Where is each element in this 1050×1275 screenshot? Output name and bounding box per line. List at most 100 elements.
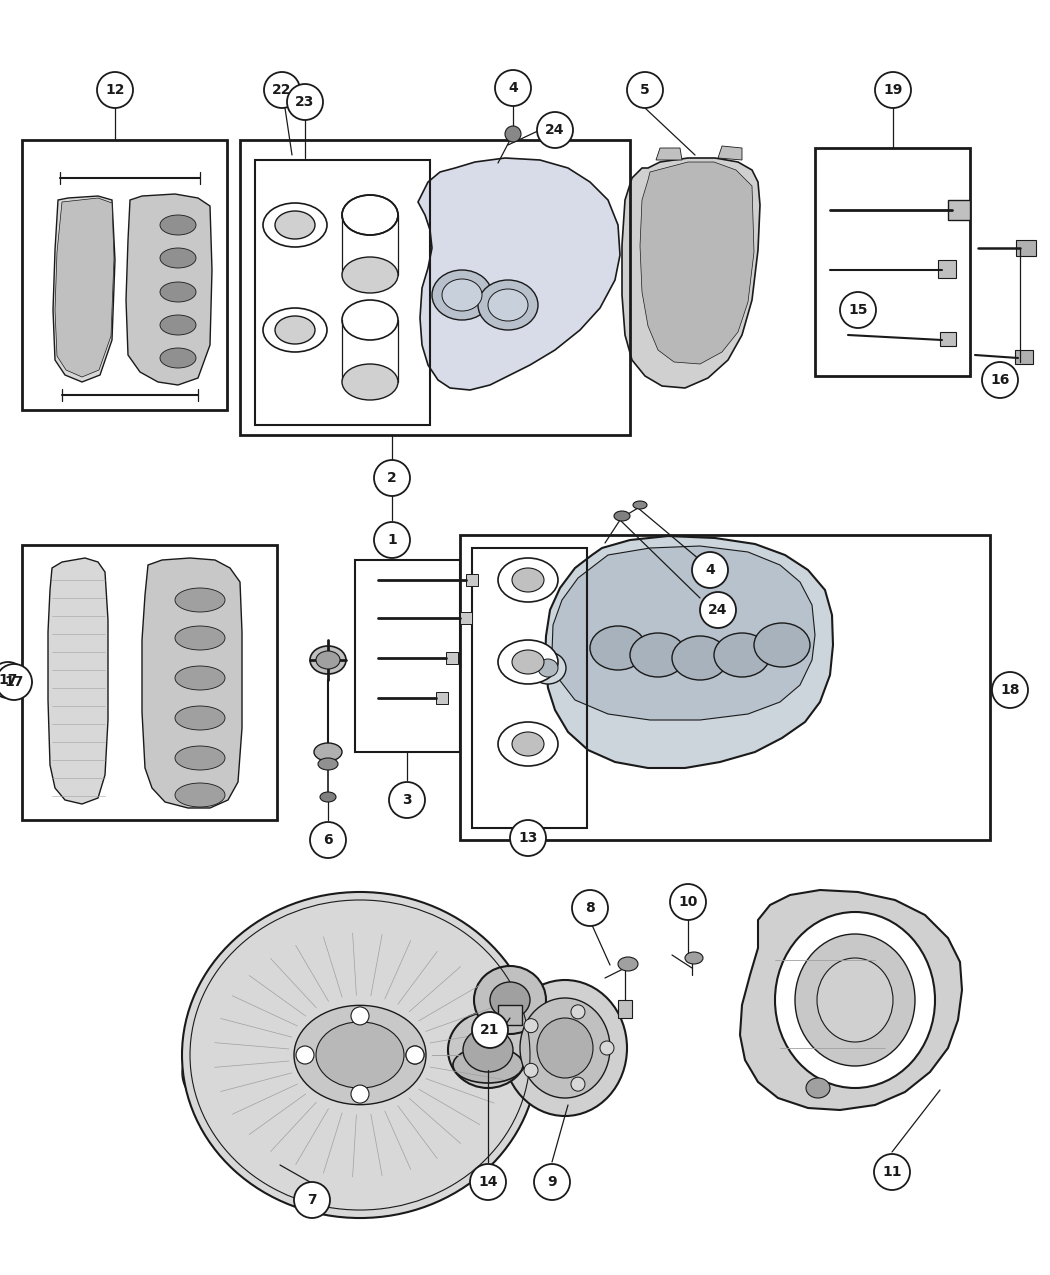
Ellipse shape <box>538 659 558 677</box>
Text: 24: 24 <box>709 603 728 617</box>
Ellipse shape <box>633 501 647 509</box>
Polygon shape <box>48 558 108 805</box>
Ellipse shape <box>590 626 646 669</box>
Text: 23: 23 <box>295 96 315 108</box>
Ellipse shape <box>685 952 704 964</box>
Bar <box>240 140 630 435</box>
Ellipse shape <box>262 203 327 247</box>
Ellipse shape <box>182 998 538 1148</box>
Ellipse shape <box>318 759 338 770</box>
Ellipse shape <box>714 632 770 677</box>
Text: 2: 2 <box>387 470 397 484</box>
Text: 5: 5 <box>640 83 650 97</box>
Ellipse shape <box>478 280 538 330</box>
Circle shape <box>505 126 521 142</box>
Text: 16: 16 <box>990 374 1010 388</box>
Circle shape <box>97 71 133 108</box>
Bar <box>618 1000 632 1017</box>
Text: 19: 19 <box>883 83 903 97</box>
Ellipse shape <box>775 912 934 1088</box>
Bar <box>472 548 587 827</box>
Circle shape <box>388 782 425 819</box>
Circle shape <box>840 292 876 328</box>
Ellipse shape <box>316 1021 404 1088</box>
Bar <box>22 544 277 820</box>
Polygon shape <box>552 546 815 720</box>
Ellipse shape <box>463 1028 513 1072</box>
Circle shape <box>0 662 26 697</box>
Text: 4: 4 <box>508 82 518 96</box>
Circle shape <box>406 1046 424 1065</box>
Text: 8: 8 <box>585 901 595 915</box>
Ellipse shape <box>175 626 225 650</box>
Bar <box>466 574 478 586</box>
Ellipse shape <box>182 892 538 1218</box>
Circle shape <box>670 884 706 921</box>
Ellipse shape <box>490 982 530 1017</box>
Ellipse shape <box>160 315 196 335</box>
Circle shape <box>0 664 32 700</box>
Ellipse shape <box>448 1012 528 1088</box>
Ellipse shape <box>262 309 327 352</box>
Circle shape <box>287 84 323 120</box>
Ellipse shape <box>795 935 915 1066</box>
Ellipse shape <box>160 348 196 368</box>
Ellipse shape <box>432 270 492 320</box>
Ellipse shape <box>175 588 225 612</box>
Bar <box>1016 240 1036 256</box>
Circle shape <box>495 70 531 106</box>
Circle shape <box>351 1085 369 1103</box>
Circle shape <box>294 1182 330 1218</box>
Ellipse shape <box>520 998 610 1098</box>
Bar <box>355 560 460 752</box>
Polygon shape <box>656 148 682 159</box>
Polygon shape <box>622 158 760 388</box>
Circle shape <box>296 1046 314 1065</box>
Polygon shape <box>418 158 620 390</box>
Ellipse shape <box>314 743 342 761</box>
Ellipse shape <box>537 1017 593 1077</box>
Ellipse shape <box>160 215 196 235</box>
Ellipse shape <box>175 746 225 770</box>
Circle shape <box>351 1007 369 1025</box>
Ellipse shape <box>175 706 225 731</box>
Ellipse shape <box>672 636 728 680</box>
Ellipse shape <box>754 623 810 667</box>
Circle shape <box>600 1040 614 1054</box>
Bar <box>22 140 227 411</box>
Text: 14: 14 <box>478 1176 498 1190</box>
Ellipse shape <box>806 1077 830 1098</box>
Circle shape <box>571 1077 585 1091</box>
Circle shape <box>692 552 728 588</box>
Text: 22: 22 <box>272 83 292 97</box>
Ellipse shape <box>614 511 630 521</box>
Circle shape <box>534 1164 570 1200</box>
Ellipse shape <box>498 558 558 602</box>
Circle shape <box>992 672 1028 708</box>
Text: 3: 3 <box>402 793 412 807</box>
Text: 24: 24 <box>545 122 565 136</box>
Ellipse shape <box>160 282 196 302</box>
Polygon shape <box>52 196 116 382</box>
Circle shape <box>374 460 410 496</box>
Text: 12: 12 <box>105 83 125 97</box>
Text: 21: 21 <box>480 1023 500 1037</box>
Ellipse shape <box>342 195 398 235</box>
Ellipse shape <box>474 966 546 1034</box>
Ellipse shape <box>503 980 627 1116</box>
Circle shape <box>310 822 347 858</box>
Circle shape <box>406 1046 424 1065</box>
Ellipse shape <box>512 567 544 592</box>
Circle shape <box>875 71 911 108</box>
Ellipse shape <box>175 666 225 690</box>
Circle shape <box>524 1063 538 1077</box>
Polygon shape <box>142 558 242 808</box>
Ellipse shape <box>294 1006 426 1104</box>
Ellipse shape <box>817 958 892 1042</box>
Ellipse shape <box>316 652 340 669</box>
Bar <box>498 1005 522 1025</box>
Bar <box>948 200 970 221</box>
Ellipse shape <box>342 258 398 293</box>
Text: 18: 18 <box>1001 683 1020 697</box>
Text: 17: 17 <box>4 674 24 688</box>
